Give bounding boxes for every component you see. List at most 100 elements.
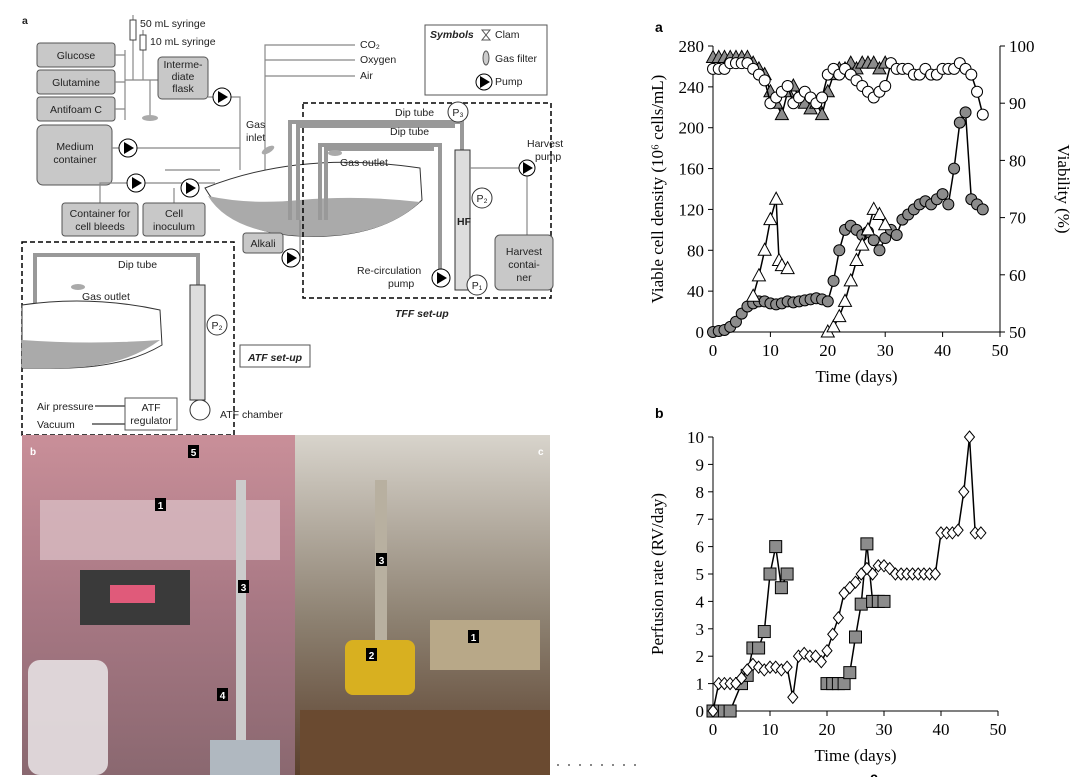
shape [447,101,469,123]
y2-tick-label: 60 [1009,266,1026,285]
point [843,666,857,680]
label: ATF [141,402,160,414]
label: ATF chamber [220,409,283,421]
shape [261,145,275,155]
point [849,252,864,266]
point [814,106,830,121]
label: HF [457,216,472,228]
shape [142,202,206,237]
panel-label: a [655,19,663,35]
point [948,162,961,175]
point [745,288,761,302]
shape [92,405,125,425]
y-tick-label: 80 [687,241,704,260]
point [942,198,955,211]
y-tick-label: 9 [696,455,705,474]
point [787,690,799,705]
point [879,80,892,93]
shape [466,274,488,296]
point [816,91,829,104]
point [768,191,784,205]
photo-marker: 3 [241,583,247,594]
point [827,627,839,642]
label: inoculum [153,221,195,233]
label: Air pressure [37,401,94,413]
x-tick-label: 50 [992,341,1009,360]
y-tick-label: 240 [679,78,705,97]
shape [22,340,160,369]
label: Gas [246,119,265,131]
point [831,308,847,323]
point [781,660,793,674]
shape [287,252,297,264]
label: Container for cell bleeds [70,208,131,233]
shape [124,142,134,154]
y-tick-label: 8 [696,483,705,502]
y2-tick-label: 80 [1009,151,1026,170]
shape [188,445,199,458]
point [751,267,767,282]
label: contai- [508,259,540,271]
label: Gas outlet [82,291,130,303]
label: ATF set-up [247,352,303,364]
label: Vacuum [37,419,75,431]
point [854,237,870,251]
y-axis-label: Viable cell density (10⁶ cells/mL) [648,75,667,304]
shape [376,553,387,566]
shape [318,143,442,280]
label: 10 mL syringe [150,36,216,48]
process-diagram: a 50 mL syringe 10 mL syringe Glucose Gl… [21,15,563,436]
label: 50 mL syringe [140,18,206,30]
label: flask [172,83,194,95]
point [815,654,827,669]
shape [208,196,420,237]
y-tick-label: 3 [696,620,705,639]
point [735,671,748,685]
label: diate [172,71,195,83]
label: P₃ [452,107,463,119]
shape [288,120,464,220]
point [707,704,719,718]
point [758,74,771,87]
panel-label: c [870,769,878,777]
y-tick-label: 160 [679,160,705,179]
shape [186,182,196,194]
y2-tick-label: 50 [1009,323,1026,342]
y-tick-label: 0 [696,702,705,721]
y-axis-label: Perfusion rate (RV/day) [648,493,667,655]
point [976,203,989,216]
y-tick-label: 280 [679,37,705,56]
y-tick-label: 0 [696,323,705,342]
shape [124,397,178,431]
x-tick-label: 0 [709,720,718,739]
shape [218,91,228,103]
shape [155,498,166,511]
shape [494,234,554,291]
point [971,85,984,98]
x-tick-label: 50 [990,720,1007,739]
label: regulator [130,415,172,427]
shape [482,50,490,66]
shape [471,187,493,209]
y-tick-label: 40 [687,282,704,301]
point [877,594,891,608]
label: Container for [70,208,131,220]
label: Harvest [506,246,542,258]
x-tick-label: 0 [709,341,718,360]
point [763,567,777,581]
label: Harvest pump [527,138,563,163]
x-tick-label: 30 [877,341,894,360]
point [821,643,833,658]
point [757,242,772,256]
label: container [53,154,97,166]
point [866,567,879,581]
shape [437,272,447,284]
y2-tick-label: 70 [1009,209,1026,228]
point [873,244,886,257]
point [867,234,880,247]
shape [239,344,311,368]
label: Dip tube [390,126,429,138]
shape [189,284,206,401]
x-tick-label: 10 [762,341,779,360]
